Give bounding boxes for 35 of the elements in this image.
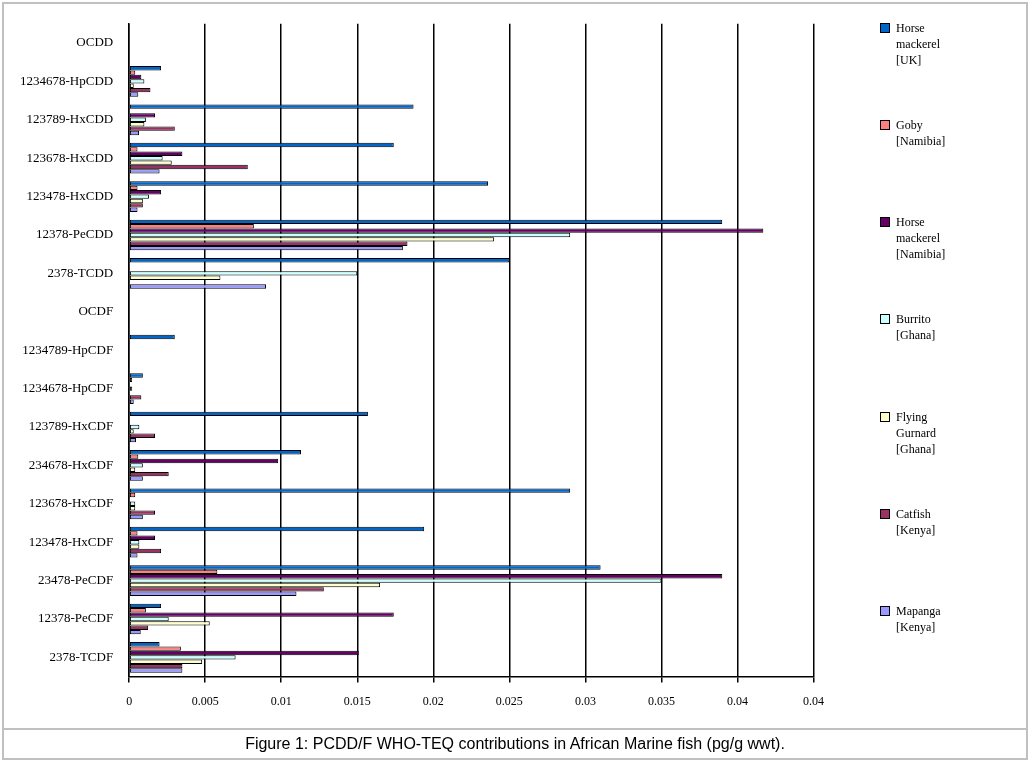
y-tick-label: 123678-HxCDF	[28, 495, 114, 511]
x-tick-label: 0	[126, 693, 133, 708]
x-tick-label: 0.025	[495, 693, 523, 708]
x-tick-label: 0.015	[343, 693, 371, 708]
legend-label: Horse mackerel [Namibia]	[896, 214, 947, 263]
x-tick-label: 0.02	[422, 693, 444, 708]
y-tick-label: 234678-HxCDF	[28, 456, 114, 472]
y-tick-label: 123678-HxCDD	[26, 149, 114, 165]
x-tick-label: 0.03	[574, 693, 596, 708]
legend-label: Goby [Namibia]	[896, 117, 947, 150]
y-tick-label: OCDD	[76, 34, 114, 50]
x-tick-label: 0.035	[647, 693, 675, 708]
y-tick-label: 123478-HxCDF	[28, 533, 114, 549]
y-tick-label: 2378-TCDF	[49, 648, 114, 664]
y-tick-label: OCDF	[78, 303, 114, 319]
y-tick-label: 123789-HxCDF	[28, 418, 114, 434]
legend-label: Catfish [Kenya]	[896, 505, 937, 538]
y-tick-label: 12378-PeCDF	[38, 610, 114, 626]
x-tick-label: 0.005	[191, 693, 219, 708]
x-tick-label: 0.01	[270, 693, 292, 708]
caption: Figure 1: PCDD/F WHO-TEQ contributions in African Marine fish (pg/g wwt).	[4, 730, 1026, 758]
x-tick-label: 0.04	[726, 693, 748, 708]
y-tick-label: 2378-TCDD	[47, 264, 114, 280]
legend-label: Flying Gurnard [Ghana]	[896, 408, 937, 457]
y-tick-label: 123478-HxCDD	[26, 188, 114, 204]
y-tick-label: 12378-PeCDD	[35, 226, 114, 242]
y-tick-label: 123789-HxCDD	[26, 111, 114, 127]
y-tick-label: 1234678-HpCDD	[19, 72, 114, 88]
legend-label: Mapanga [Kenya]	[896, 602, 942, 635]
y-tick-label: 23478-PeCDF	[38, 572, 114, 588]
y-tick-label: 1234789-HpCDF	[22, 341, 114, 357]
x-tick-label: 0.04	[803, 693, 824, 708]
legend-label: Burrito [Ghana]	[896, 311, 937, 344]
y-tick-label: 1234678-HpCDF	[22, 380, 114, 396]
legend-label: Horse mackerel [UK]	[896, 20, 941, 68]
